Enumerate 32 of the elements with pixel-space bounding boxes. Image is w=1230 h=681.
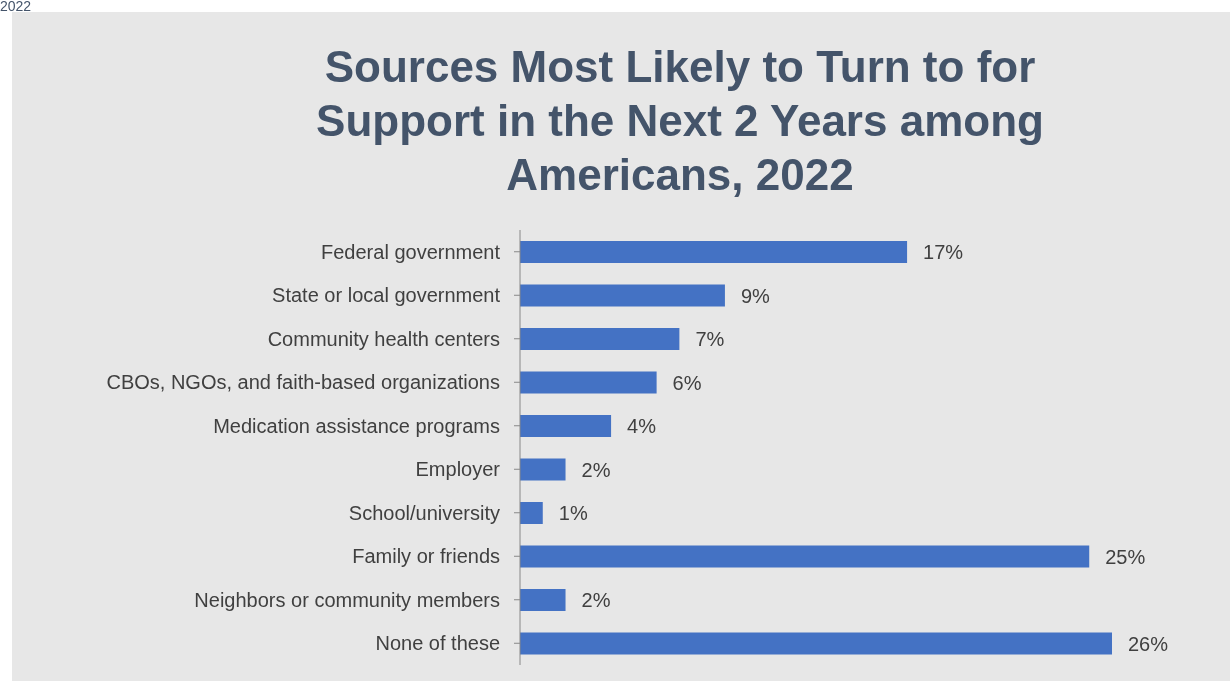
data-label: 17% — [923, 241, 964, 264]
chart-title: Sources Most Likely to Turn to for Support in the Next 2 Years among Americans, 2022 — [315, 41, 1045, 201]
bar — [520, 632, 1112, 655]
data-label: 25% — [1105, 545, 1146, 568]
y-tick-label: None of these — [375, 632, 500, 655]
bar — [520, 415, 612, 437]
bar — [520, 371, 657, 394]
data-label: 7% — [695, 328, 725, 351]
y-tick-label: Employer — [415, 458, 501, 481]
y-tick-label: Family or friends — [352, 545, 500, 568]
bar — [520, 545, 1090, 568]
bar — [520, 241, 908, 263]
y-tick-label: Federal government — [321, 240, 501, 263]
data-label: 1% — [558, 502, 588, 525]
y-tick-label: Community health centers — [267, 327, 500, 350]
data-label: 6% — [672, 371, 702, 394]
y-tick-label: Medication assistance programs — [213, 414, 500, 437]
text: 2022 — [0, 0, 32, 14]
data-label: 26% — [1128, 632, 1169, 655]
bar — [520, 458, 566, 481]
bar — [520, 589, 566, 611]
data-label: 4% — [627, 415, 657, 438]
data-label: 2% — [581, 589, 611, 612]
bar — [520, 284, 725, 307]
bar — [520, 502, 543, 524]
y-tick-label: School/university — [348, 501, 500, 524]
y-tick-label: Neighbors or community members — [194, 588, 500, 611]
y-tick-label: CBOs, NGOs, and faith-based organizations — [106, 371, 500, 394]
data-label: 2% — [581, 458, 611, 481]
data-label: 9% — [740, 284, 771, 307]
bar — [520, 328, 680, 350]
y-tick-label: State or local government — [272, 284, 501, 307]
